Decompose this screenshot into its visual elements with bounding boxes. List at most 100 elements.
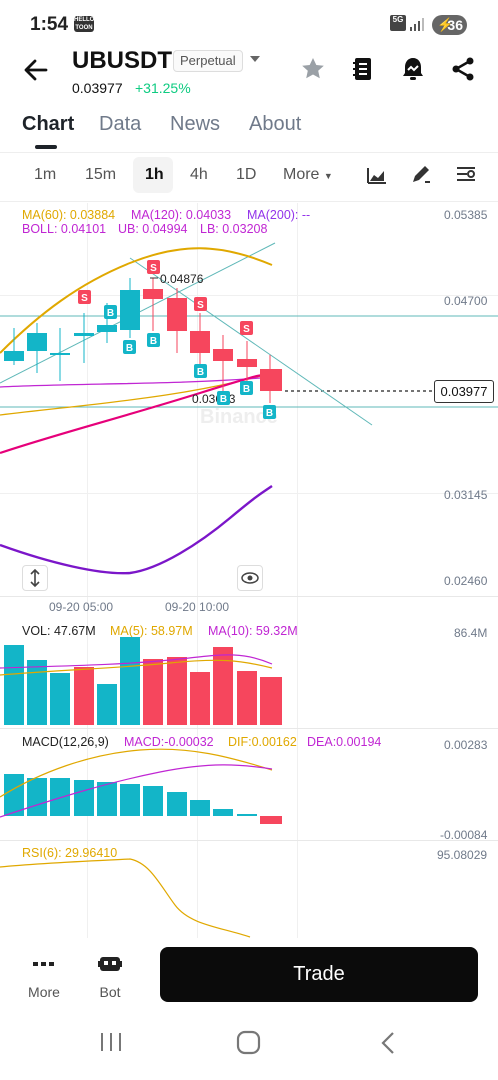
- sell-marker[interactable]: [194, 297, 207, 311]
- draw-tool-icon[interactable]: [410, 163, 432, 185]
- buy-marker[interactable]: [147, 333, 160, 347]
- more-dots-icon[interactable]: [32, 957, 56, 971]
- watermark: Binance: [200, 406, 278, 428]
- eye-icon: [241, 572, 259, 584]
- price-change-pct: +31.25%: [135, 80, 191, 96]
- svg-text:B: B: [150, 336, 157, 347]
- current-price-label: 0.03977: [434, 380, 494, 403]
- vol-value: VOL: 47.67M: [22, 624, 96, 638]
- time-axis-label: 09-20 10:00: [165, 600, 230, 614]
- bot-icon[interactable]: [98, 953, 122, 975]
- expand-chart-button[interactable]: [22, 565, 48, 591]
- status-time: 1:54: [30, 14, 69, 35]
- vol-ma10-value: MA(10): 59.32M: [208, 624, 298, 638]
- svg-text:B: B: [220, 394, 227, 405]
- svg-text:B: B: [126, 343, 133, 354]
- tab-about[interactable]: About: [249, 113, 302, 135]
- sell-marker[interactable]: [240, 321, 253, 335]
- recent-apps-icon[interactable]: [99, 1030, 123, 1054]
- sell-marker[interactable]: [78, 290, 91, 304]
- price-alert-icon[interactable]: [400, 56, 426, 82]
- back-arrow-icon[interactable]: [22, 56, 50, 84]
- svg-text:B: B: [107, 308, 114, 319]
- candlestick-chart[interactable]: 0.04876 0.03613 Binance S S S S B B B B …: [0, 203, 498, 593]
- rsi-chart[interactable]: [0, 855, 300, 940]
- grid-line: [0, 493, 498, 494]
- sell-marker[interactable]: [147, 260, 160, 274]
- notebook-icon[interactable]: [350, 56, 376, 82]
- dif-value: DIF:0.00162: [228, 735, 297, 749]
- interval-4h[interactable]: 4h: [190, 166, 208, 183]
- dea-value: DEA:0.00194: [307, 735, 382, 749]
- active-tab-indicator: [35, 145, 57, 149]
- svg-text:S: S: [243, 324, 250, 335]
- interval-15m[interactable]: 15m: [85, 166, 117, 183]
- svg-text:S: S: [81, 293, 88, 304]
- active-interval-bg: [133, 157, 173, 193]
- boll-value: BOLL: 0.04101: [22, 222, 107, 236]
- symbol-title[interactable]: UBUSDT: [72, 47, 172, 74]
- network-5g-icon: 5G: [390, 15, 406, 31]
- price-axis-label: 0.05385: [444, 208, 488, 222]
- share-icon[interactable]: [450, 56, 476, 82]
- macd-label: MACD(12,26,9): [22, 735, 109, 749]
- chart-type-icon[interactable]: [366, 165, 388, 185]
- status-bar: 1:54 HELLO TOON 5G ⚡ 36: [0, 0, 498, 50]
- trade-button[interactable]: Trade: [160, 947, 478, 1002]
- svg-text:B: B: [243, 384, 250, 395]
- boll-ub-value: UB: 0.04994: [118, 222, 188, 236]
- macd-value: MACD:-0.00032: [124, 735, 214, 749]
- ma120-value: MA(120): 0.04033: [131, 208, 232, 222]
- interval-1m[interactable]: 1m: [34, 166, 57, 183]
- rsi-value: RSI(6): 29.96410: [22, 846, 118, 860]
- boll-lb-value: LB: 0.03208: [200, 222, 268, 236]
- macd-axis-label: -0.00084: [440, 828, 488, 842]
- signal-icon: [410, 18, 424, 31]
- tab-data[interactable]: Data: [99, 113, 142, 135]
- price-axis-label: 0.04700: [444, 294, 488, 308]
- buy-marker[interactable]: [263, 405, 276, 419]
- chevron-down-icon[interactable]: [250, 56, 260, 62]
- interval-1d[interactable]: 1D: [236, 166, 257, 183]
- time-axis-label: 09-20 05:00: [49, 600, 114, 614]
- buy-marker[interactable]: [104, 305, 117, 319]
- price-axis-label: 0.02460: [444, 574, 488, 588]
- vertical-expand-icon: [30, 568, 40, 588]
- battery-icon: ⚡ 36: [432, 15, 467, 35]
- ma200-value: MA(200): --: [247, 208, 311, 222]
- ma60-value: MA(60): 0.03884: [22, 208, 116, 222]
- volume-chart[interactable]: [0, 630, 300, 726]
- contract-type-badge[interactable]: Perpetual: [173, 50, 243, 72]
- tab-news[interactable]: News: [170, 113, 221, 135]
- back-nav-icon[interactable]: [378, 1030, 398, 1056]
- toggle-visibility-button[interactable]: [237, 565, 263, 591]
- interval-1h[interactable]: 1h: [145, 166, 164, 183]
- tab-chart[interactable]: Chart: [22, 113, 75, 135]
- notification-icon: HELLO TOON: [74, 16, 95, 32]
- buy-marker[interactable]: [194, 364, 207, 378]
- home-icon[interactable]: [236, 1030, 262, 1056]
- vol-ma5-value: MA(5): 58.97M: [110, 624, 193, 638]
- indicator-settings-icon[interactable]: [455, 164, 477, 184]
- svg-text:S: S: [197, 300, 204, 311]
- macd-chart[interactable]: [0, 742, 300, 837]
- grid-line: [0, 596, 498, 597]
- svg-text:B: B: [197, 367, 204, 378]
- divider: [0, 201, 498, 202]
- macd-axis-label: 0.00283: [444, 738, 488, 752]
- buy-marker[interactable]: [240, 381, 253, 395]
- rsi-axis-label: 95.08029: [437, 848, 488, 862]
- interval-more[interactable]: More ▼: [283, 166, 333, 183]
- grid-line: [0, 295, 498, 296]
- star-icon[interactable]: [300, 56, 326, 82]
- vol-axis-label: 86.4M: [454, 626, 488, 640]
- grid-line: [197, 203, 198, 938]
- bot-button-label[interactable]: Bot: [99, 984, 121, 1000]
- divider: [0, 152, 498, 153]
- buy-marker[interactable]: [217, 391, 230, 405]
- buy-marker[interactable]: [123, 340, 136, 354]
- more-button-label[interactable]: More: [28, 984, 60, 1000]
- last-price: 0.03977: [72, 80, 123, 96]
- price-axis-label: 0.03145: [444, 488, 488, 502]
- grid-line: [0, 840, 498, 841]
